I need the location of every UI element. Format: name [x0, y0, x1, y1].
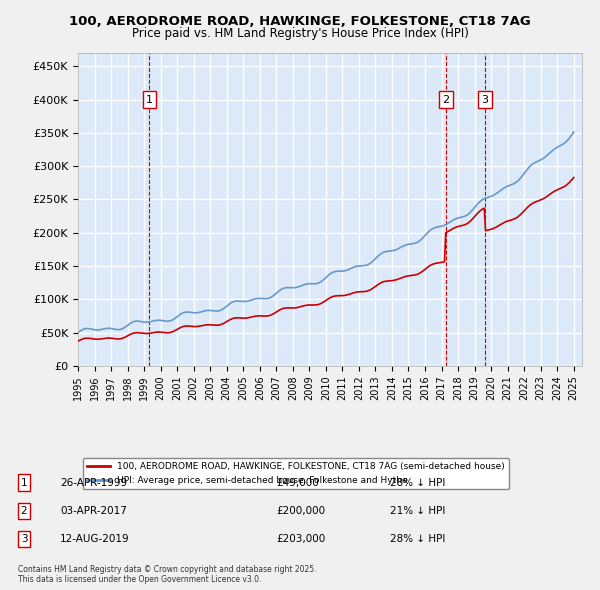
Text: £203,000: £203,000 [276, 535, 325, 544]
Text: 100, AERODROME ROAD, HAWKINGE, FOLKESTONE, CT18 7AG: 100, AERODROME ROAD, HAWKINGE, FOLKESTON… [69, 15, 531, 28]
Text: 28% ↓ HPI: 28% ↓ HPI [390, 478, 445, 487]
Text: 03-APR-2017: 03-APR-2017 [60, 506, 127, 516]
Text: 28% ↓ HPI: 28% ↓ HPI [390, 535, 445, 544]
Text: 21% ↓ HPI: 21% ↓ HPI [390, 506, 445, 516]
Text: 3: 3 [481, 94, 488, 104]
Text: Contains HM Land Registry data © Crown copyright and database right 2025.
This d: Contains HM Land Registry data © Crown c… [18, 565, 317, 584]
Text: 1: 1 [146, 94, 153, 104]
Text: 1: 1 [20, 478, 28, 487]
Text: 2: 2 [442, 94, 449, 104]
Text: 12-AUG-2019: 12-AUG-2019 [60, 535, 130, 544]
Text: £49,000: £49,000 [276, 478, 319, 487]
Text: 2: 2 [20, 506, 28, 516]
Legend: 100, AERODROME ROAD, HAWKINGE, FOLKESTONE, CT18 7AG (semi-detached house), HPI: : 100, AERODROME ROAD, HAWKINGE, FOLKESTON… [83, 458, 509, 490]
Text: 26-APR-1999: 26-APR-1999 [60, 478, 127, 487]
Text: Price paid vs. HM Land Registry's House Price Index (HPI): Price paid vs. HM Land Registry's House … [131, 27, 469, 40]
Text: 3: 3 [20, 535, 28, 544]
Text: £200,000: £200,000 [276, 506, 325, 516]
